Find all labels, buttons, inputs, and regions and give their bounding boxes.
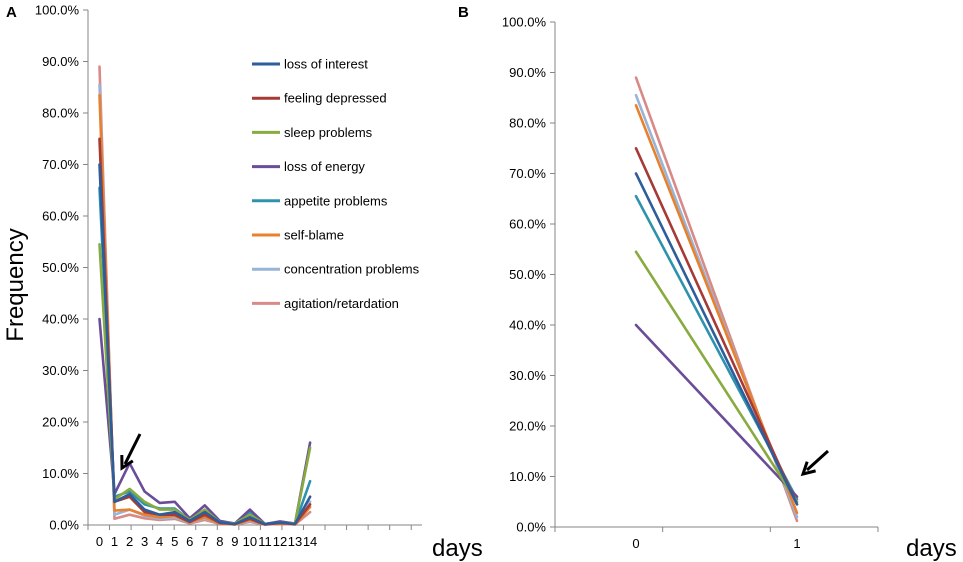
legend-label: appetite problems (284, 193, 388, 208)
x-tick-label: 14 (303, 534, 317, 549)
y-axis-title: Frequency (2, 228, 29, 341)
x-tick-label: 7 (201, 534, 208, 549)
y-tick-label: 30.0% (509, 368, 546, 383)
y-tick-label: 40.0% (509, 318, 546, 333)
panel-b: B 0.0% 10.0% 20.0% 30.0% 40.0% 50.0% 60.0% 70.0%… (458, 4, 957, 562)
annotation-arrow-shaft (805, 449, 830, 472)
y-tick-label: 30.0% (42, 363, 79, 378)
annotation-arrow-head (800, 461, 816, 477)
y-tick-label: 0.0% (49, 518, 79, 533)
y-tick-label: 60.0% (42, 209, 79, 224)
y-tick-label: 100.0% (35, 3, 80, 18)
y-tick-label: 0.0% (516, 520, 546, 535)
panel-a: A 0.0% 10.0% 20.0% 30.0% 40.0% 50.0% 60.0% 70.0%… (2, 3, 483, 562)
x-axis-title: days (432, 535, 483, 562)
x-tick-label: 1 (111, 534, 118, 549)
legend-label: loss of interest (284, 57, 368, 72)
x-tick-label: 0 (632, 536, 639, 551)
x-tick-label: 5 (171, 534, 178, 549)
y-tick-label: 80.0% (42, 106, 79, 121)
x-tick-label: 13 (288, 534, 302, 549)
y-tick-label: 50.0% (42, 260, 79, 275)
x-axis-title: days (906, 535, 957, 562)
x-tick-label: 8 (216, 534, 223, 549)
series-line-feeling-depressed (634, 147, 799, 506)
annotation-arrow-shaft (123, 433, 142, 465)
y-tick-label: 20.0% (42, 415, 79, 430)
legend-label: agitation/retardation (284, 296, 399, 311)
series-line-agitation-retardation (98, 65, 312, 526)
y-tick-label: 70.0% (509, 166, 546, 181)
x-tick-label: 1 (793, 536, 800, 551)
y-tick-label: 70.0% (42, 157, 79, 172)
annotation-arrow-head (120, 454, 134, 471)
series-line-sleep-problems (634, 250, 799, 504)
series-group (634, 76, 799, 523)
y-tick-label: 40.0% (42, 312, 79, 327)
legend-label: sleep problems (284, 125, 373, 140)
x-tick-label: 2 (126, 534, 133, 549)
y-tick-label: 90.0% (509, 65, 546, 80)
x-tick-label: 6 (186, 534, 193, 549)
x-tick-label: 11 (258, 534, 272, 549)
legend-label: loss of energy (284, 159, 365, 174)
panel-letter: A (6, 4, 17, 21)
series-line-self-blame (98, 93, 312, 526)
series-group (98, 65, 312, 526)
x-tick-label: 3 (141, 534, 148, 549)
y-tick-label: 10.0% (509, 469, 546, 484)
x-tick-label: 9 (231, 534, 238, 549)
legend-label: concentration problems (284, 262, 420, 277)
series-line-appetite-problems (98, 186, 312, 526)
x-tick-label: 4 (156, 534, 163, 549)
legend-label: self-blame (284, 228, 344, 243)
legend-label: feeling depressed (284, 91, 387, 106)
panel-letter: B (458, 4, 469, 21)
y-tick-label: 10.0% (42, 466, 79, 481)
y-tick-label: 100.0% (502, 15, 547, 30)
y-tick-label: 90.0% (42, 54, 79, 69)
series-line-sleep-problems (98, 243, 312, 526)
x-tick-label: 12 (273, 534, 287, 549)
x-tick-label: 10 (243, 534, 257, 549)
series-line-loss-of-energy (634, 323, 799, 499)
y-tick-label: 80.0% (509, 116, 546, 131)
series-line-loss-of-interest (98, 163, 312, 526)
y-tick-label: 60.0% (509, 217, 546, 232)
legend: loss of interest feeling depressed sleep p… (252, 57, 420, 311)
series-line-loss-of-interest (634, 172, 799, 506)
y-tick-label: 20.0% (509, 419, 546, 434)
x-tick-label: 0 (96, 534, 103, 549)
y-tick-label: 50.0% (509, 267, 546, 282)
